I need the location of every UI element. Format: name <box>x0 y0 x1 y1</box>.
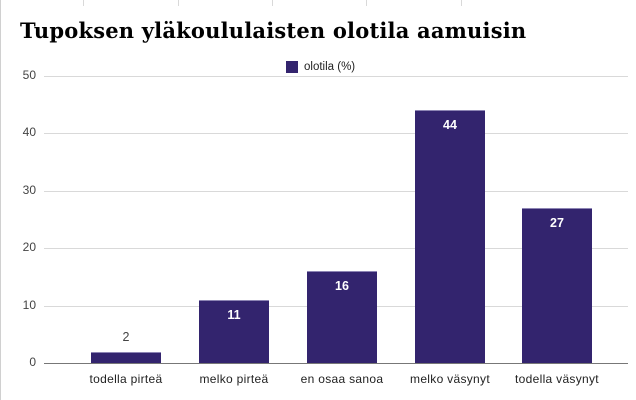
x-axis-category-label: en osaa sanoa <box>300 372 384 386</box>
sheet-left-border <box>0 0 1 400</box>
bar-cap <box>522 208 592 210</box>
y-axis-tick-label: 20 <box>22 240 36 254</box>
x-axis-category-label: melko pirteä <box>199 372 269 386</box>
y-axis-tick-label: 10 <box>22 298 36 312</box>
chart-title: Tupoksen yläkoululaisten olotila aamuisi… <box>20 18 527 43</box>
bar-cap <box>199 299 269 301</box>
bar-data-label: 2 <box>122 329 130 344</box>
gridline <box>44 191 628 192</box>
sheet-column-divider <box>272 0 273 6</box>
x-axis-category-label: todella väsynyt <box>515 372 599 386</box>
bar-cap <box>91 351 161 353</box>
y-axis-tick-label: 40 <box>22 125 36 139</box>
gridline <box>44 133 628 134</box>
gridline <box>44 248 628 249</box>
bar-data-label: 11 <box>227 307 241 322</box>
x-axis-line <box>44 363 628 364</box>
y-axis-tick-label: 50 <box>22 68 36 82</box>
bar-cap <box>307 271 377 273</box>
gridline <box>44 76 628 77</box>
bar[interactable] <box>91 351 161 363</box>
sheet-column-divider <box>83 0 84 6</box>
bar[interactable] <box>307 271 377 363</box>
bar-data-label: 16 <box>335 279 349 294</box>
y-axis-tick-label: 30 <box>22 183 36 197</box>
bar-cap <box>415 110 485 112</box>
sheet-column-divider <box>461 0 462 6</box>
legend-label: olotila (%) <box>304 61 356 73</box>
sheet-column-divider <box>178 0 179 6</box>
legend-swatch-icon <box>286 61 298 73</box>
y-axis-tick-label: 0 <box>29 355 36 369</box>
bar-data-label: 27 <box>550 216 564 231</box>
bar[interactable] <box>522 208 592 363</box>
x-axis-category-label: todella pirteä <box>89 372 163 386</box>
bar[interactable] <box>415 110 485 363</box>
bar-data-label: 44 <box>443 118 457 133</box>
chart-legend[interactable]: olotila (%) <box>286 61 355 73</box>
sheet-column-divider <box>366 0 367 6</box>
x-axis-category-label: melko väsynyt <box>410 372 490 386</box>
bar[interactable] <box>199 299 269 363</box>
